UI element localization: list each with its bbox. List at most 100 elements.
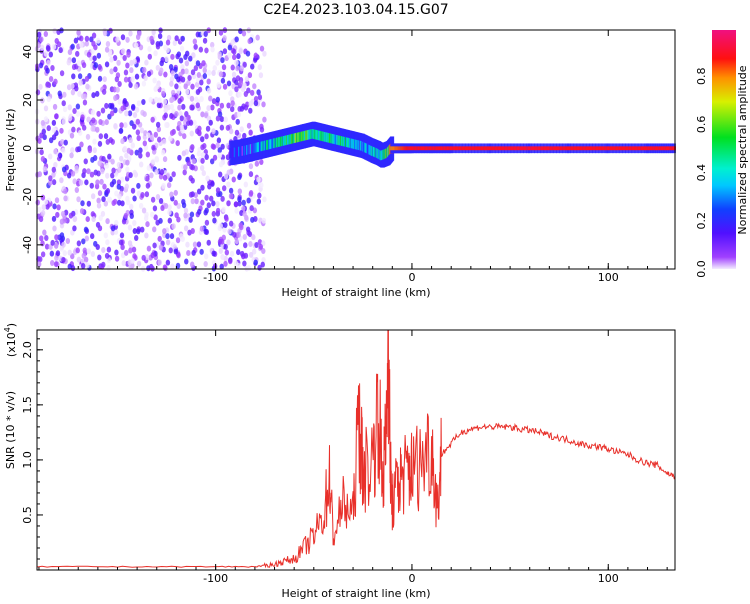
- snr-panel: -100 0 100 2.0 1.5 1.0 0.5 Height of straight …: [3, 323, 676, 600]
- noise-cell: [49, 250, 55, 257]
- noise-cell: [125, 159, 130, 166]
- noise-cell: [203, 209, 208, 216]
- noise-cell: [206, 105, 211, 112]
- noise-cell: [165, 233, 170, 240]
- noise-cell: [105, 218, 110, 225]
- noise-cell: [128, 81, 133, 88]
- colorbar-tick-label: 0.4: [695, 164, 708, 182]
- noise-cell: [124, 110, 129, 117]
- noise-cell: [234, 129, 240, 136]
- trace-cell: [449, 146, 454, 151]
- noise-cell: [169, 233, 175, 240]
- noise-cell: [104, 252, 110, 259]
- noise-cell: [86, 248, 92, 255]
- noise-cell: [202, 67, 207, 74]
- noise-cell: [124, 152, 129, 159]
- noise-cell: [39, 235, 44, 242]
- spectrogram-marks: [34, 27, 676, 272]
- noise-cell: [227, 228, 232, 235]
- noise-cell: [222, 48, 228, 55]
- noise-cell: [105, 239, 110, 246]
- noise-cell: [52, 103, 58, 110]
- noise-cell: [128, 30, 133, 37]
- trace-cell: [585, 146, 590, 151]
- trace-cell: [474, 146, 479, 151]
- noise-cell: [97, 75, 103, 82]
- noise-cell: [237, 200, 242, 207]
- y-tick-label: 40: [21, 45, 34, 59]
- noise-cell: [248, 171, 254, 178]
- noise-cell: [40, 251, 46, 258]
- noise-cell: [91, 92, 96, 99]
- noise-cell: [141, 254, 146, 261]
- noise-cell: [76, 196, 81, 203]
- noise-cell: [204, 228, 210, 235]
- noise-cell: [237, 196, 242, 203]
- noise-cell: [57, 234, 62, 241]
- noise-cell: [260, 261, 265, 268]
- noise-cell: [159, 169, 165, 176]
- noise-cell: [140, 226, 145, 233]
- noise-cell: [117, 98, 122, 105]
- noise-cell: [203, 31, 208, 38]
- noise-cell: [42, 229, 47, 236]
- snr-scale-label: (x104): [3, 323, 18, 357]
- noise-cell: [221, 206, 226, 213]
- noise-cell: [223, 221, 228, 228]
- x-tick-label: 0: [408, 572, 415, 585]
- noise-cell: [135, 118, 141, 125]
- noise-cell: [113, 228, 119, 235]
- noise-cell: [150, 116, 155, 123]
- noise-cell: [46, 125, 51, 132]
- noise-cell: [206, 87, 212, 94]
- noise-cell: [204, 219, 210, 226]
- noise-cell: [116, 59, 121, 66]
- noise-cell: [120, 34, 126, 41]
- noise-cell: [232, 54, 237, 61]
- noise-cell: [108, 27, 113, 34]
- noise-cell: [216, 82, 221, 89]
- noise-cell: [127, 224, 133, 231]
- y-tick-label: 0.5: [21, 506, 34, 524]
- noise-cell: [219, 238, 225, 245]
- noise-cell: [250, 216, 255, 223]
- noise-cell: [232, 48, 237, 55]
- noise-cell: [70, 147, 75, 154]
- noise-cell: [75, 103, 81, 110]
- noise-cell: [200, 136, 205, 143]
- noise-cell: [254, 160, 260, 167]
- noise-cell: [253, 100, 259, 107]
- colorbar-label: Normalized spectral amplitude: [736, 65, 749, 234]
- noise-cell: [89, 171, 95, 178]
- noise-cell: [257, 192, 262, 199]
- noise-cell: [75, 50, 80, 57]
- snr-frame: [36, 329, 676, 571]
- noise-cell: [96, 197, 101, 204]
- noise-cell: [101, 246, 106, 253]
- noise-cell: [183, 164, 188, 171]
- noise-cell: [116, 179, 122, 186]
- trace-cell: [588, 146, 593, 151]
- noise-cell: [112, 55, 118, 62]
- trace-cell: [637, 146, 642, 151]
- noise-cell: [230, 64, 235, 71]
- trace-cell: [665, 146, 670, 151]
- noise-cell: [70, 82, 75, 89]
- noise-cell: [84, 179, 89, 186]
- noise-cell: [238, 80, 244, 87]
- noise-cell: [35, 89, 41, 96]
- noise-cell: [38, 256, 43, 263]
- noise-cell: [236, 231, 241, 238]
- colorbar-tick-label: 0.0: [695, 260, 708, 278]
- noise-cell: [179, 115, 185, 122]
- noise-cell: [246, 197, 251, 204]
- noise-cell: [211, 250, 216, 257]
- noise-cell: [215, 115, 221, 122]
- noise-cell: [63, 195, 68, 202]
- noise-cell: [123, 212, 128, 219]
- noise-cell: [226, 102, 231, 109]
- noise-cell: [141, 80, 147, 87]
- spectrogram-panel: -100 0 100 40 20 0 -20 -40 Height of straight l…: [4, 27, 676, 299]
- noise-cell: [170, 96, 175, 103]
- noise-cell: [129, 67, 134, 74]
